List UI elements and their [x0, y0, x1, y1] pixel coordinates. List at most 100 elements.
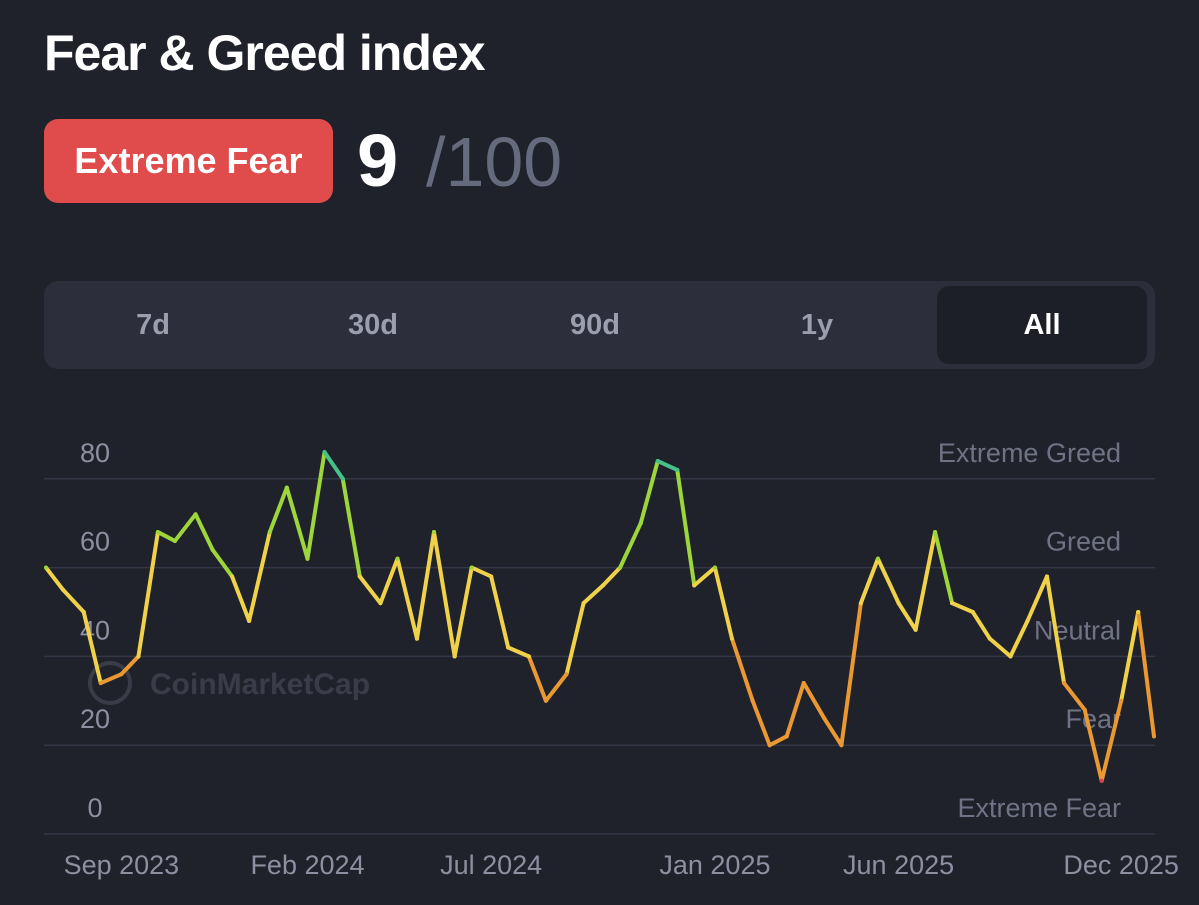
data-point [155, 530, 160, 535]
data-point [414, 636, 419, 641]
tab-1y[interactable]: 1y [800, 308, 834, 341]
series-line-segment [896, 601, 918, 632]
series-line-segment [1136, 610, 1156, 739]
series-line-segment [601, 565, 623, 588]
data-point [1061, 681, 1066, 686]
series-line-segment [858, 556, 880, 606]
series-line-segment [340, 476, 362, 579]
series-line-segment [284, 485, 310, 561]
series-line-segment [155, 530, 177, 543]
data-point [98, 681, 103, 686]
data-point [247, 618, 252, 623]
tab-90d[interactable]: 90d [570, 308, 620, 341]
data-point [322, 450, 327, 455]
x-tick-label: Jul 2024 [440, 850, 542, 880]
series-line-segment [1025, 574, 1049, 623]
data-point [875, 556, 880, 561]
data-point [1082, 707, 1087, 712]
data-point [1044, 574, 1049, 579]
data-point [1152, 734, 1156, 739]
series-line-segment [1119, 610, 1141, 703]
data-point [193, 512, 198, 517]
tab-30d[interactable]: 30d [348, 308, 398, 341]
data-point [750, 698, 755, 703]
x-tick-label: Sep 2023 [64, 850, 180, 880]
data-point [506, 645, 511, 650]
series-line-segment [193, 512, 215, 552]
data-point [896, 601, 901, 606]
series-line-segment [44, 565, 66, 592]
data-point [210, 547, 215, 552]
series-line-segment [1099, 698, 1124, 783]
data-point [913, 627, 918, 632]
data-point [136, 654, 141, 659]
series-line-segment [395, 556, 419, 641]
data-point [431, 530, 436, 535]
data-point [230, 574, 235, 579]
series-line-segment [970, 610, 992, 641]
data-point [987, 636, 992, 641]
watermark-text: CoinMarketCap [150, 668, 370, 701]
series-line-segment [230, 574, 252, 623]
series-line-segment [729, 636, 755, 703]
data-point [526, 654, 531, 659]
data-point [784, 734, 789, 739]
data-point [452, 654, 457, 659]
sentiment-badge: Extreme Fear [44, 119, 333, 203]
series-line-segment [506, 645, 531, 659]
data-point [267, 530, 272, 535]
data-point [822, 716, 827, 721]
series-line-segment [526, 654, 548, 703]
series-line-segment [357, 574, 383, 606]
series-line-segment [414, 530, 436, 641]
score-value: 9 [357, 119, 399, 202]
x-tick-label: Jun 2025 [843, 850, 954, 880]
series-line-segment [801, 681, 827, 721]
data-point [801, 681, 806, 686]
series-line-segment [452, 565, 474, 659]
series-line-segment [119, 654, 141, 677]
data-point [729, 636, 734, 641]
page-title: Fear & Greed index [44, 25, 485, 81]
data-point [692, 583, 697, 588]
data-point [1025, 618, 1030, 623]
data-point [357, 574, 362, 579]
tab-7d[interactable]: 7d [136, 308, 170, 341]
data-point [1119, 698, 1124, 703]
series-line-segment [618, 521, 643, 570]
series-line-segment [431, 530, 457, 659]
series-line-segment [675, 467, 697, 588]
series-line-segment [839, 601, 863, 748]
tab-all[interactable]: All [937, 286, 1147, 364]
zone-label: Neutral [1034, 615, 1121, 645]
series-line-segment [1044, 574, 1066, 686]
data-point [950, 601, 955, 606]
series-line-segment [784, 681, 806, 739]
data-point [44, 565, 48, 570]
data-point [675, 467, 680, 472]
coinmarketcap-logo-icon [88, 661, 132, 705]
data-point [970, 610, 975, 614]
data-point [933, 530, 938, 535]
series-line-segment [267, 485, 289, 535]
data-point [1008, 654, 1013, 659]
series-line-segment [543, 672, 569, 703]
zone-label: Fear [1065, 704, 1121, 734]
zone-label: Greed [1046, 527, 1121, 557]
x-tick-label: Jan 2025 [659, 850, 770, 880]
data-point [395, 556, 400, 561]
data-point [638, 521, 643, 526]
series-line-segment [378, 556, 400, 606]
data-point [581, 601, 586, 606]
score-max: /100 [426, 123, 563, 201]
series-line-segment [247, 530, 272, 623]
data-point [564, 672, 569, 677]
series-line-segment [489, 574, 511, 650]
data-point [767, 743, 772, 748]
y-tick-label: 60 [80, 527, 110, 557]
data-point [340, 476, 345, 481]
series-line-segment [822, 716, 844, 748]
data-point [284, 485, 289, 490]
data-point [1099, 778, 1104, 783]
